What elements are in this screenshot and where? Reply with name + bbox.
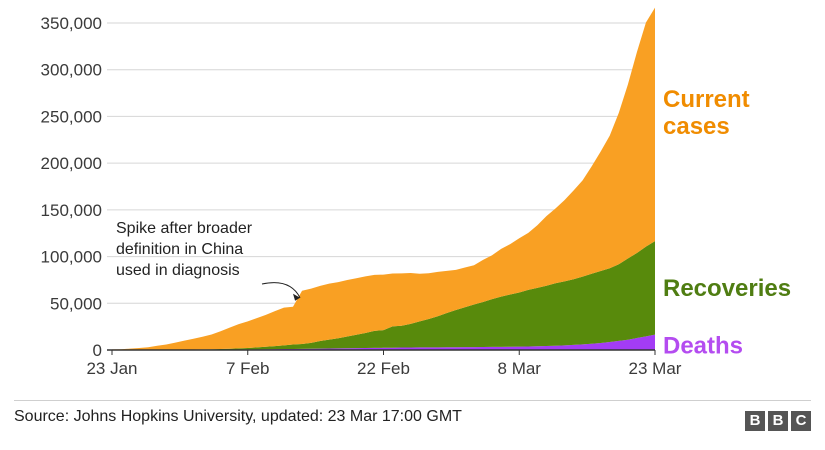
annotation-text: used in diagnosis [116, 262, 240, 279]
footer: Source: Johns Hopkins University, update… [14, 400, 811, 431]
y-tick-label: 50,000 [50, 294, 102, 313]
series-label: Deaths [663, 332, 743, 359]
annotation: Spike after broader definition in China us… [116, 220, 301, 301]
series-label: Recoveries [663, 275, 791, 302]
y-tick-label: 150,000 [41, 201, 102, 220]
series-label: cases [663, 113, 730, 140]
area-current-cases [112, 7, 655, 350]
x-tick-label: 8 Mar [498, 359, 542, 378]
annotation-arrowhead [293, 293, 301, 301]
stacked-area-chart: 0 50,000 100,000 150,000 200,000 250,000 300,0… [41, 7, 791, 378]
x-tick-label: 23 Mar [629, 359, 682, 378]
y-tick-label: 350,000 [41, 14, 102, 33]
y-tick-label: 0 [93, 341, 102, 360]
gridlines [107, 22, 655, 304]
bbc-logo: B B C [745, 411, 811, 431]
source-note: Source: Johns Hopkins University, update… [14, 408, 462, 425]
y-tick-label: 300,000 [41, 61, 102, 80]
x-tick-label: 7 Feb [226, 359, 269, 378]
y-tick-label: 200,000 [41, 154, 102, 173]
logo-letter: B [745, 411, 765, 431]
series-label: Current [663, 86, 750, 113]
area-recoveries [112, 241, 655, 350]
area-deaths [112, 334, 655, 350]
x-tick-label: 22 Feb [357, 359, 410, 378]
x-tick-label: 23 Jan [86, 359, 137, 378]
annotation-text: definition in China [116, 241, 243, 258]
y-tick-label: 100,000 [41, 248, 102, 267]
logo-letter: B [768, 411, 788, 431]
y-tick-label: 250,000 [41, 107, 102, 126]
series-areas [112, 7, 655, 350]
annotation-arrow [261, 282, 301, 298]
axes: 0 50,000 100,000 150,000 200,000 250,000 300,0… [41, 14, 682, 378]
annotation-text: Spike after broader [116, 220, 253, 237]
logo-letter: C [791, 411, 811, 431]
